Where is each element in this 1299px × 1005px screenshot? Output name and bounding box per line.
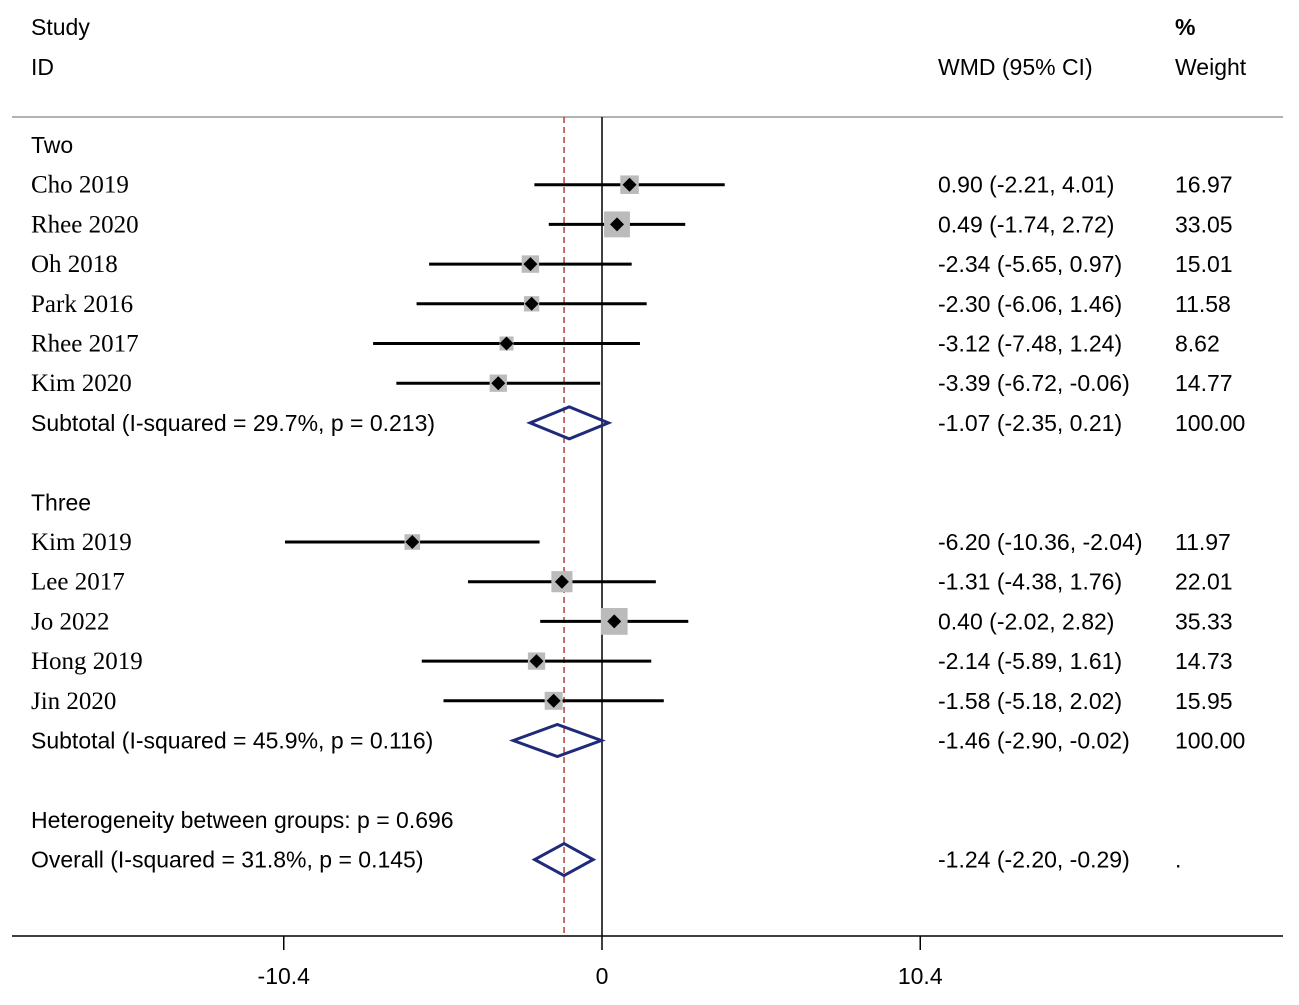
ci-text: -1.58 (-5.18, 2.02) [938,688,1122,714]
overall-label: Overall (I-squared = 31.8%, p = 0.145) [31,847,424,873]
ci-text: -3.12 (-7.48, 1.24) [938,331,1122,357]
weight-text: . [1175,847,1181,873]
weight-text: 15.01 [1175,251,1233,277]
weight-text: 11.97 [1175,529,1231,555]
weight-text: 16.97 [1175,172,1233,198]
study-label: Park 2016 [31,291,133,318]
point-estimate-marker [622,177,637,192]
ci-text: -2.34 (-5.65, 0.97) [938,251,1122,277]
heterogeneity-note: Heterogeneity between groups: p = 0.696 [31,807,454,833]
point-estimate-marker [524,296,539,311]
ci-text: -1.24 (-2.20, -0.29) [938,847,1130,873]
point-estimate-marker [491,376,506,391]
ci-text: 0.90 (-2.21, 4.01) [938,172,1114,198]
point-estimate-marker [405,535,420,549]
x-tick-label: 10.4 [898,963,943,989]
overall-diamond [531,841,597,878]
study-label: Jin 2020 [31,688,116,715]
x-tick-label: 0 [596,963,609,989]
subtotal-label: Subtotal (I-squared = 45.9%, p = 0.116) [31,728,433,754]
id-column-header: ID [31,54,54,80]
percent-column-header: % [1175,14,1195,40]
ci-text: -2.30 (-6.06, 1.46) [938,291,1122,317]
point-estimate-marker [554,574,569,589]
weight-text: 35.33 [1175,608,1233,634]
point-estimate-marker [609,217,624,232]
study-label: Rhee 2020 [31,211,139,238]
ci-text: 0.40 (-2.02, 2.82) [938,608,1114,634]
ci-text: 0.49 (-1.74, 2.72) [938,211,1114,237]
study-label: Kim 2020 [31,370,132,397]
point-estimate-marker [607,614,622,629]
weight-text: 33.05 [1175,211,1233,237]
ci-text: -6.20 (-10.36, -2.04) [938,529,1143,555]
study-label: Oh 2018 [31,251,118,278]
ci-text: -3.39 (-6.72, -0.06) [938,370,1130,396]
ci-text: -2.14 (-5.89, 1.61) [938,648,1122,674]
ci-text: -1.07 (-2.35, 0.21) [938,410,1122,436]
weight-text: 8.62 [1175,331,1220,357]
group-label: Three [31,489,91,515]
study-label: Jo 2022 [31,608,109,635]
weight-text: 22.01 [1175,569,1233,595]
weight-text: 11.58 [1175,291,1231,317]
weight-text: 14.77 [1175,370,1233,396]
point-estimate-marker [499,336,514,351]
ci-text: -1.46 (-2.90, -0.02) [938,728,1130,754]
group-label: Two [31,132,73,158]
study-column-header: Study [31,14,90,40]
study-label: Lee 2017 [31,569,125,596]
subtotal-diamond [526,405,613,441]
subtotal-label: Subtotal (I-squared = 29.7%, p = 0.213) [31,410,435,436]
point-estimate-marker [546,693,561,708]
ci-text: -1.31 (-4.38, 1.76) [938,569,1122,595]
weight-column-header: Weight [1175,54,1247,80]
study-label: Hong 2019 [31,648,143,675]
study-label: Rhee 2017 [31,331,139,358]
study-label: Kim 2019 [31,529,132,556]
weight-text: 15.95 [1175,688,1233,714]
subtotal-diamond [508,722,606,759]
weight-text: 100.00 [1175,728,1245,754]
study-label: Cho 2019 [31,172,129,199]
effect-column-header: WMD (95% CI) [938,54,1093,80]
x-tick-label: -10.4 [258,963,311,989]
plot-area: Two Cho 2019 0.90 (-2.21, 4.01) 16.97 Rhee 2… [12,117,1283,989]
weight-text: 100.00 [1175,410,1245,436]
weight-text: 14.73 [1175,648,1233,674]
point-estimate-marker [523,257,538,272]
point-estimate-marker [529,654,544,669]
